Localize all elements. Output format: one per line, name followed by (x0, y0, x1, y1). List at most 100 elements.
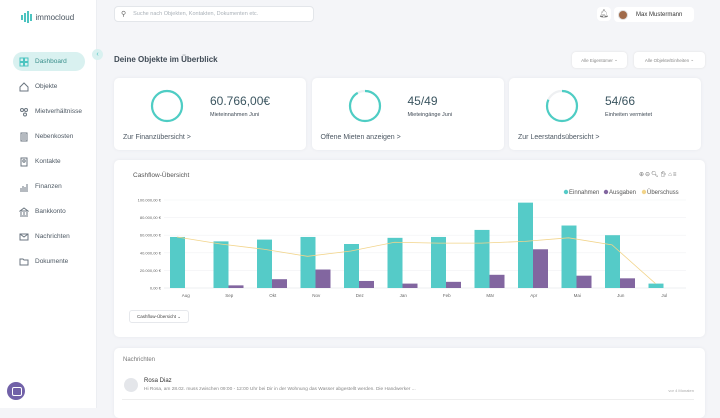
message-sender: Rosa Diaz (144, 378, 172, 384)
logo-icon (21, 11, 32, 23)
kpi-card: 54/66 Einheiten vermietet Zur Leerstands… (509, 78, 701, 150)
einnahmen-bar (344, 244, 359, 288)
sidebar-item-label: Mietverhältnisse (35, 108, 82, 115)
sidebar-item-kontakte[interactable]: Kontakte (13, 152, 85, 171)
sidebar-item-bankkonto[interactable]: Bankkonto (13, 202, 85, 221)
messages-title: Nachrichten (123, 357, 156, 363)
y-tick-label: 100.000,00 € (138, 198, 162, 203)
kpi-card: 60.766,00€ Mieteinnahmen Juni Zur Finanz… (114, 78, 306, 150)
y-tick-label: 0,00 € (150, 286, 162, 291)
kpi-card: 45/49 Mieteingänge Juni Offene Mieten an… (311, 78, 504, 150)
einnahmen-bar (257, 239, 272, 288)
chart-toolbar-icons[interactable]: ⊕⊖🔍︎✋︎⌂≡ (639, 172, 678, 178)
legend-marker (641, 189, 647, 195)
avatar (618, 9, 628, 20)
contacts-icon (20, 157, 28, 166)
sidebar-item-label: Nachrichten (35, 233, 70, 240)
bank-icon (19, 206, 29, 216)
y-tick-label: 80.000,00 € (140, 215, 162, 220)
sidebar-item-dashboard[interactable]: Dashboard (13, 52, 85, 71)
ausgaben-bar (576, 275, 592, 288)
kpi-link[interactable]: Zur Finanzübersicht > (123, 134, 191, 141)
chart-title: Cashflow-Übersicht (133, 172, 190, 179)
sidebar-item-label: Finanzen (35, 183, 62, 190)
sidebar-item-nebenkosten[interactable]: Nebenkosten (13, 127, 85, 146)
cashflow-chart: 0,00 € 20.000,00 € 40.000,00 € 60.000,00 € 8… (138, 189, 686, 298)
legend-label: Einnahmen (569, 190, 599, 196)
x-tick-label: Aug (182, 293, 191, 298)
folder-icon (19, 258, 29, 265)
legend-label: Überschuss (647, 189, 679, 196)
kpi-link[interactable]: Zur Leerstandsübersicht > (518, 134, 600, 141)
sidebar-item-label: Bankkonto (35, 208, 66, 215)
user-menu[interactable]: Max Mustermann (614, 7, 694, 22)
x-tick-label: Mai (574, 293, 581, 298)
sidebar-nav: Dashboard Objekte Mietverhältnisse Nebenkos… (13, 52, 85, 277)
legend-marker (603, 189, 609, 195)
x-tick-label: Jul (661, 293, 667, 298)
y-tick-label: 20.000,00 € (140, 268, 162, 273)
ausgaben-bar (446, 281, 461, 288)
chart-icon (20, 183, 28, 191)
house-icon (19, 81, 29, 91)
x-tick-label: Feb (443, 293, 451, 298)
progress-ring (545, 89, 579, 123)
x-tick-label: Jun (617, 293, 625, 298)
search-input[interactable]: ⚲ Suche nach Objekten, Kontakten, Dokume… (114, 6, 314, 22)
einnahmen-bar (561, 225, 577, 288)
ausgaben-bar (402, 283, 418, 288)
sidebar-item-mietverhältnisse[interactable]: Mietverhältnisse (13, 102, 85, 121)
chart-selector-label: Cashflow-Übersicht (136, 314, 176, 319)
cashflow-card: Cashflow-Übersicht ⊕⊖🔍︎✋︎⌂≡ 0,00 € 20.000… (114, 160, 705, 337)
messages-card: Nachrichten Rosa Diaz Hi Rosa, am 28.02.… (114, 348, 705, 418)
sidebar-item-label: Kontakte (35, 158, 61, 165)
tenants-icon (20, 107, 28, 116)
einnahmen-bar (648, 283, 664, 288)
collapse-sidebar-button[interactable]: ‹ (92, 49, 103, 60)
object-filter[interactable]: Alle Objekte/Einheiten ⌄ (634, 52, 705, 68)
sidebar-item-label: Dokumente (35, 258, 69, 265)
sidebar-item-label: Objekte (35, 83, 58, 90)
kpi-label: Mieteinnahmen Juni (210, 112, 260, 118)
x-tick-label: Sep (225, 293, 234, 298)
chat-button[interactable] (7, 382, 25, 400)
ausgaben-bar (315, 269, 331, 288)
einnahmen-bar (170, 236, 185, 288)
einnahmen-bar (431, 236, 446, 288)
einnahmen-bar (518, 202, 533, 288)
x-tick-label: Mär (486, 293, 494, 298)
x-tick-label: Okt (269, 293, 277, 298)
kpi-link[interactable]: Offene Mieten anzeigen > (320, 134, 401, 141)
ausgaben-bar (489, 274, 505, 288)
legend-label: Ausgaben (609, 190, 636, 196)
chart-selector[interactable]: Cashflow-Übersicht ⌄ (129, 310, 189, 323)
einnahmen-bar (387, 237, 403, 288)
ausgaben-bar (359, 280, 374, 288)
ausgaben-bar (533, 249, 548, 288)
einnahmen-bar (300, 236, 316, 288)
bell-icon[interactable]: 🔔︎ (597, 7, 611, 21)
x-tick-label: Nov (312, 293, 321, 298)
ausgaben-bar (272, 279, 287, 288)
mail-icon (19, 233, 29, 240)
sidebar-item-objekte[interactable]: Objekte (13, 77, 85, 96)
object-filter-label: Alle Objekte/Einheiten (644, 57, 690, 63)
einnahmen-bar (605, 235, 620, 288)
avatar (124, 378, 138, 392)
progress-ring (150, 89, 184, 123)
sidebar-item-label: Dashboard (35, 58, 67, 65)
x-tick-label: Apr (530, 293, 538, 298)
logo[interactable]: immocloud (21, 11, 74, 23)
message-preview: Hi Rosa, am 28.02. muss zwischen 09:00 -… (144, 387, 416, 392)
ausgaben-bar (620, 278, 635, 288)
calculator-icon (20, 132, 28, 141)
sidebar-item-nachrichten[interactable]: Nachrichten (13, 227, 85, 246)
sidebar-item-finanzen[interactable]: Finanzen (13, 177, 85, 196)
message-item[interactable]: Rosa Diaz Hi Rosa, am 28.02. muss zwisch… (122, 376, 694, 400)
progress-ring (348, 89, 381, 123)
search-icon: ⚲ (121, 11, 127, 18)
sidebar-item-dokumente[interactable]: Dokumente (13, 252, 85, 271)
owner-filter[interactable]: Alle Eigentümer ⌄ (572, 52, 627, 68)
ausgaben-bar (228, 285, 244, 288)
app-name: immocloud (35, 12, 75, 22)
